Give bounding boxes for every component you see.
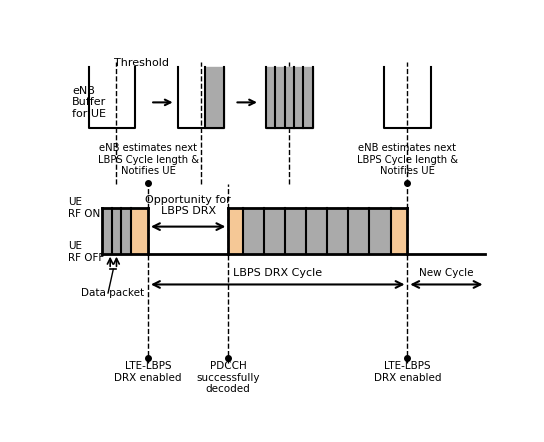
Text: LTE-LBPS
DRX enabled: LTE-LBPS DRX enabled <box>114 361 182 383</box>
Bar <box>131 208 148 254</box>
Text: UE
RF ON: UE RF ON <box>68 197 100 219</box>
Text: LTE-LBPS
DRX enabled: LTE-LBPS DRX enabled <box>374 361 441 383</box>
Text: UE
RF OFF: UE RF OFF <box>68 241 104 263</box>
Text: New Cycle: New Cycle <box>419 268 473 278</box>
Bar <box>266 67 312 128</box>
Bar <box>205 67 224 128</box>
Bar <box>243 208 391 254</box>
Bar <box>391 208 407 254</box>
Text: Threshold: Threshold <box>114 58 169 68</box>
Text: PDCCH
successfully
decoded: PDCCH successfully decoded <box>196 361 260 394</box>
Bar <box>102 208 131 254</box>
Bar <box>228 208 243 254</box>
Text: eNB estimates next
LBPS Cycle length &
Notifies UE: eNB estimates next LBPS Cycle length & N… <box>97 143 199 176</box>
Text: eNB estimates next
LBPS Cycle length &
Notifies UE: eNB estimates next LBPS Cycle length & N… <box>357 143 458 176</box>
Text: LBPS DRX Cycle: LBPS DRX Cycle <box>233 268 322 278</box>
Text: Opportunity for
LBPS DRX: Opportunity for LBPS DRX <box>145 195 231 217</box>
Text: Data packet: Data packet <box>81 288 144 298</box>
Text: eNB
Buffer
for UE: eNB Buffer for UE <box>72 86 107 119</box>
